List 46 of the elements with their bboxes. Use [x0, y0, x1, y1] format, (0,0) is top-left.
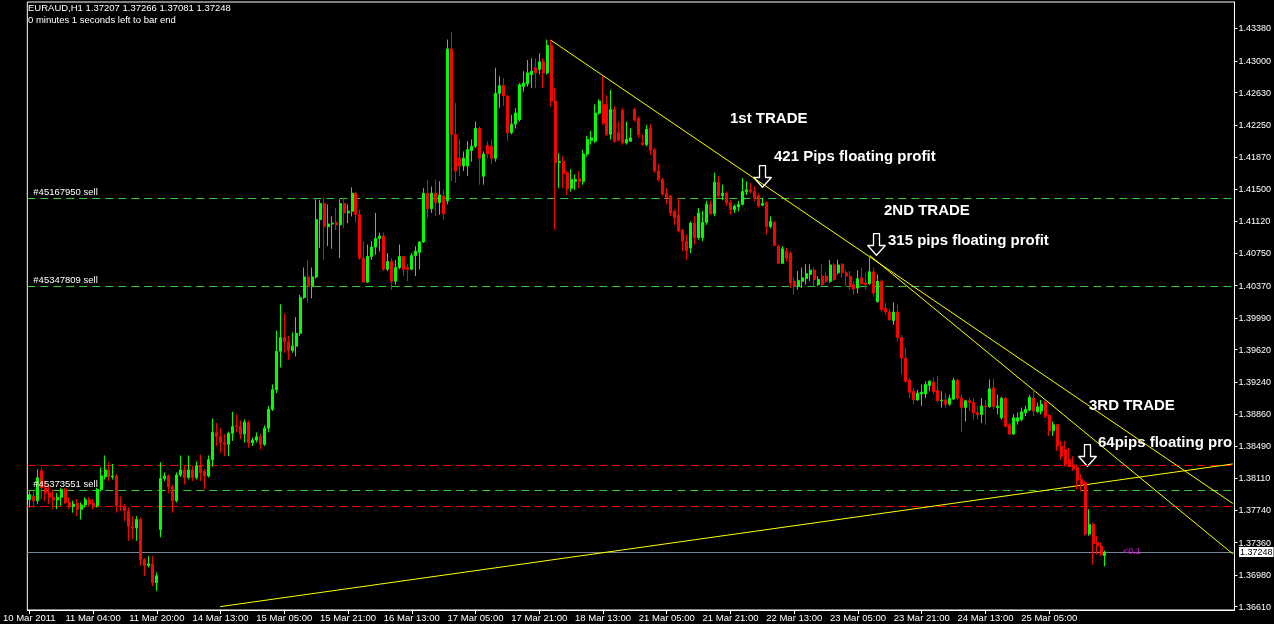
- y-tick-label: 1.39990: [1238, 312, 1272, 323]
- x-tick-label: 10 Mar 2011: [2, 611, 56, 623]
- y-tick-label: 1.38860: [1238, 409, 1272, 420]
- y-tick-label: 1.39240: [1238, 377, 1272, 387]
- annotation: 1st TRADE: [730, 109, 808, 126]
- y-tick-label: 1.39620: [1238, 344, 1272, 355]
- y-tick-label: 1.38490: [1238, 441, 1272, 452]
- chart-title: EURAUD,H1 1.37207 1.37266 1.37081 1.37248: [28, 2, 231, 13]
- y-tick-label: 1.36610: [1238, 601, 1272, 612]
- ref-line-label: #45347809 sell: [33, 273, 98, 285]
- x-tick-label: 11 Mar 20:00: [129, 611, 185, 623]
- annotation: 315 pips floating profit: [888, 231, 1049, 248]
- x-tick-label: 21 Mar 05:00: [638, 611, 695, 623]
- annotation: 3RD TRADE: [1089, 396, 1175, 413]
- y-tick-label: 1.42250: [1238, 119, 1272, 130]
- x-tick-label: 16 Mar 13:00: [383, 611, 440, 623]
- x-tick-label: 23 Mar 05:00: [829, 611, 886, 623]
- y-tick-label: 1.41500: [1238, 184, 1272, 195]
- ref-line-label: #45167950 sell: [33, 185, 98, 197]
- x-tick-label: 24 Mar 13:00: [957, 611, 1014, 623]
- y-tick-label: 1.43000: [1238, 55, 1272, 66]
- x-tick-label: 15 Mar 05:00: [256, 611, 313, 623]
- text: 0 minutes 1 seconds left to bar end: [28, 14, 176, 25]
- y-tick-label: 1.38110: [1238, 473, 1271, 484]
- y-tick-label: 1.36980: [1238, 569, 1272, 580]
- x-tick-label: 23 Mar 21:00: [893, 611, 950, 623]
- x-tick-label: 15 Mar 21:00: [320, 611, 377, 623]
- y-tick-label: 1.37360: [1238, 537, 1272, 548]
- y-tick-label: 1.37740: [1238, 505, 1272, 516]
- x-tick-label: 11 Mar 04:00: [65, 611, 121, 623]
- y-tick-label: 1.43380: [1238, 23, 1272, 34]
- x-tick-label: 17 Mar 05:00: [447, 611, 504, 623]
- x-tick-label: 17 Mar 21:00: [511, 611, 568, 623]
- annotation: 2ND TRADE: [884, 201, 970, 218]
- x-tick-label: 22 Mar 13:00: [766, 611, 823, 623]
- ref-line-label: 1.37248: [1240, 547, 1273, 558]
- annotation: 421 Pips floating profit: [774, 147, 936, 164]
- x-tick-label: 21 Mar 21:00: [702, 611, 759, 623]
- x-tick-label: 18 Mar 13:00: [575, 611, 631, 623]
- x-tick-label: 25 Mar 05:00: [1021, 611, 1078, 623]
- y-tick-label: 1.40750: [1238, 248, 1272, 259]
- y-tick-label: 1.41120: [1238, 216, 1271, 227]
- y-tick-label: 1.42630: [1238, 87, 1272, 98]
- y-tick-label: 1.40370: [1238, 280, 1272, 291]
- y-tick-label: 1.41870: [1238, 152, 1272, 163]
- x-tick-label: 14 Mar 13:00: [192, 611, 249, 623]
